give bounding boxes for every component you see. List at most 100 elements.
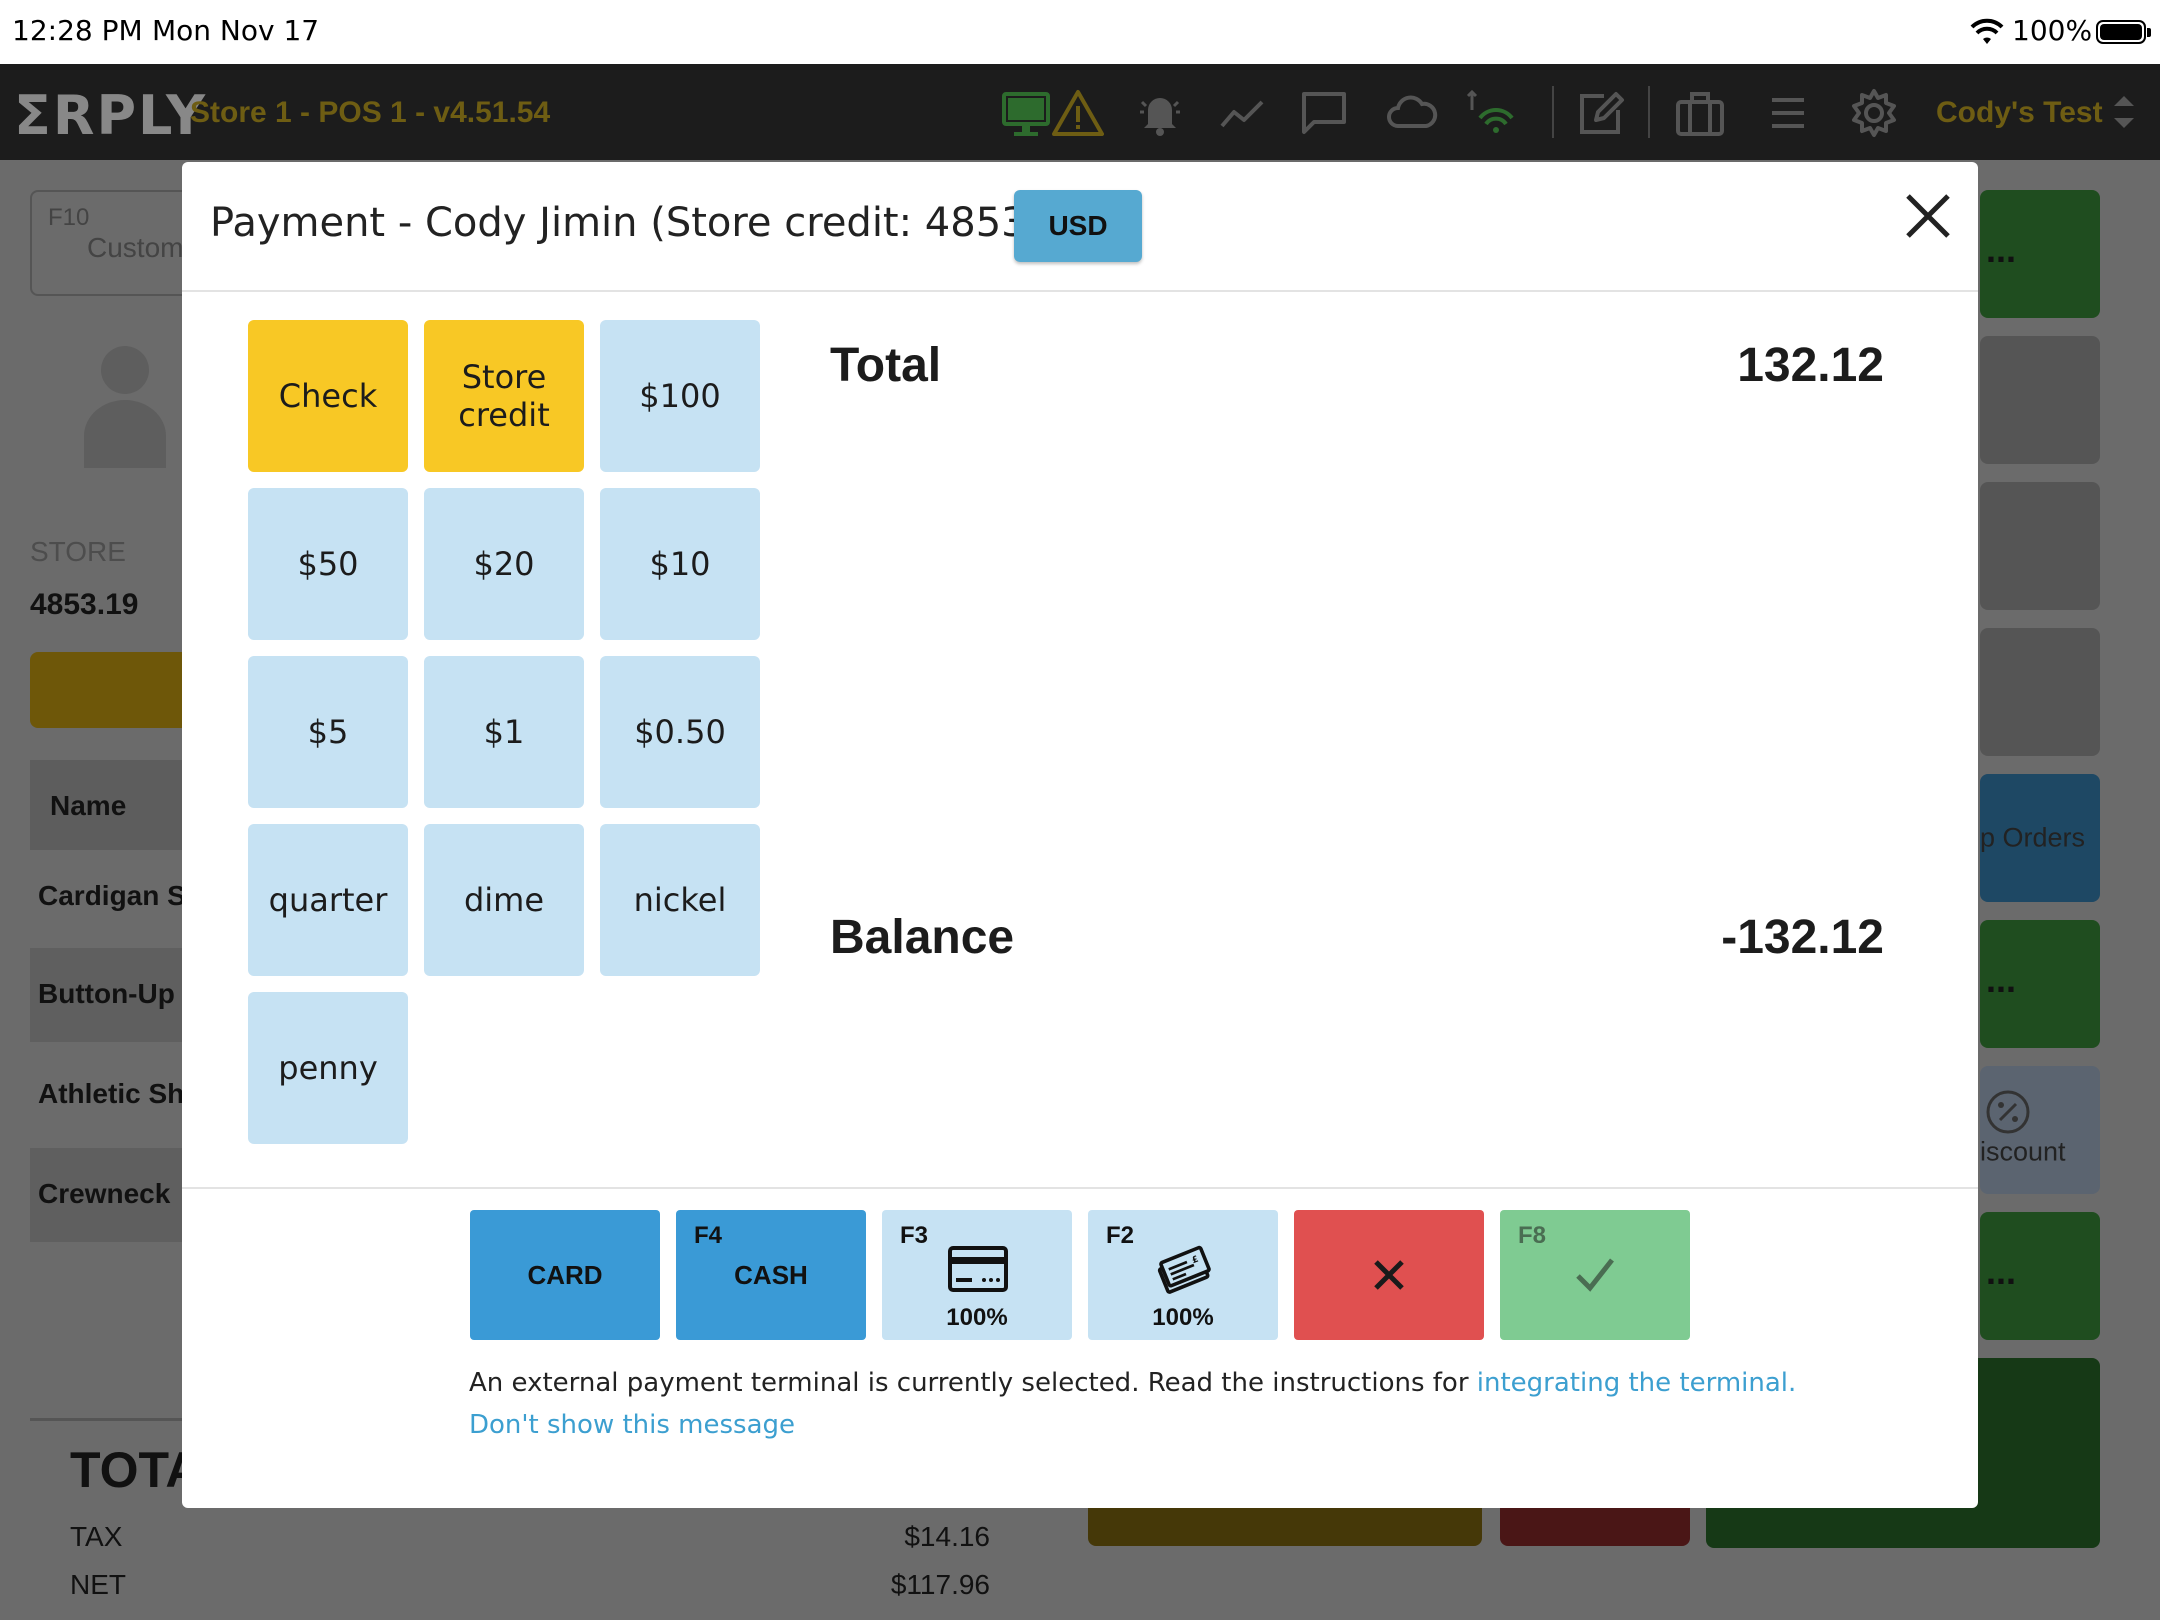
table-row[interactable]: Cardigan S [30,850,200,944]
balance-value: -132.12 [1721,911,1884,964]
store-credit-button[interactable]: Store credit [424,320,584,472]
table-row[interactable]: Athletic Sh [30,1048,200,1142]
store-info: Store 1 - POS 1 - v4.51.54 [190,96,551,129]
table-row[interactable]: Crewneck [30,1148,200,1242]
modal-divider [182,1187,1978,1189]
side-action-button[interactable]: ... [1980,1212,2100,1340]
cash-fkey: F4 [694,1222,723,1249]
percent-icon [1984,1088,2032,1136]
check-full-fkey: F2 [1106,1222,1135,1249]
amount-1-button[interactable]: $1 [424,656,584,808]
info-text: An external payment terminal is currentl… [469,1368,1477,1398]
side-action-button[interactable] [1980,628,2100,756]
customer-action-button[interactable] [30,652,190,728]
column-name: Name [50,790,127,821]
terminal-info-message: An external payment terminal is currentl… [469,1368,1796,1398]
trend-icon[interactable] [1216,88,1268,138]
nickel-button[interactable]: nickel [600,824,760,976]
wifi-icon [1970,18,2004,46]
quarter-button[interactable]: quarter [248,824,408,976]
tax-label: TAX [70,1521,123,1552]
header-divider [1552,86,1554,138]
modal-title: Payment - Cody Jimin (Store credit: 4853… [210,200,1106,246]
cloud-icon[interactable] [1386,88,1438,138]
cancel-payment-button[interactable] [1294,1210,1484,1340]
cash-label: CASH [734,1260,808,1290]
card-full-payment-button[interactable]: F3 100% [882,1210,1072,1340]
dime-button[interactable]: dime [424,824,584,976]
more-icon: ... [1986,1250,2017,1292]
balance-label: Balance [830,911,1015,964]
amount-5-button[interactable]: $5 [248,656,408,808]
side-action-button[interactable] [1980,336,2100,464]
header-divider [1648,86,1650,138]
check-button[interactable]: Check [248,320,408,472]
dont-show-message-link[interactable]: Don't show this message [469,1410,796,1440]
customer-search-box[interactable]: F10 Custom [30,190,210,296]
warning-icon[interactable] [1052,88,1104,138]
account-caret-icon[interactable] [2110,90,2138,134]
check-ticket-icon: £ [1152,1244,1216,1294]
monitor-icon[interactable] [1000,88,1052,138]
briefcase-icon[interactable] [1674,88,1726,138]
discount-button[interactable]: iscount [1980,1066,2100,1194]
svg-text:£: £ [1191,1255,1200,1267]
confirm-fkey: F8 [1518,1222,1547,1249]
check-full-percent: 100% [1152,1304,1214,1331]
payment-modal: Payment - Cody Jimin (Store credit: 4853… [182,162,1978,1508]
bell-icon[interactable] [1134,88,1186,138]
cash-button[interactable]: F4 CASH [676,1210,866,1340]
x-icon [1362,1248,1416,1302]
currency-button[interactable]: USD [1014,190,1142,262]
card-full-percent: 100% [946,1304,1008,1331]
customer-label: Custom [87,232,184,263]
card-full-fkey: F3 [900,1222,929,1249]
credit-card-icon [946,1244,1010,1294]
account-name[interactable]: Cody's Test [1936,96,2103,129]
net-value: $117.96 [890,1569,990,1600]
amount-050-button[interactable]: $0.50 [600,656,760,808]
menu-icon[interactable] [1762,88,1814,138]
amount-50-button[interactable]: $50 [248,488,408,640]
edit-icon[interactable] [1574,88,1626,138]
row-name: Crewneck [38,1178,171,1209]
total-value: 132.12 [1737,339,1884,392]
orders-button[interactable]: p Orders [1980,774,2100,902]
row-name: Athletic Sh [38,1078,185,1109]
status-time: 12:28 PM [12,14,143,47]
store-credit-value: 4853.19 [30,588,139,621]
row-name: Cardigan S [38,880,186,911]
side-action-button[interactable] [1980,482,2100,610]
chat-icon[interactable] [1298,88,1350,138]
check-full-payment-button[interactable]: F2 £ 100% [1088,1210,1278,1340]
penny-button[interactable]: penny [248,992,408,1144]
table-row[interactable]: Button-Up I [30,948,200,1042]
side-action-button[interactable]: ... [1980,920,2100,1048]
discount-label: iscount [1980,1136,2066,1167]
more-icon: ... [1986,958,2017,1000]
card-label: CARD [527,1260,603,1290]
gear-icon[interactable] [1848,88,1900,138]
confirm-payment-button[interactable]: F8 [1500,1210,1690,1340]
ios-status-bar: 12:28 PM Mon Nov 17 100% [0,0,2160,64]
total-label: Total [830,339,942,392]
row-name: Button-Up I [38,978,191,1009]
customer-fkey: F10 [48,204,90,231]
amount-100-button[interactable]: $100 [600,320,760,472]
customer-avatar-icon [80,340,170,470]
side-action-button[interactable]: ... [1980,190,2100,318]
amount-10-button[interactable]: $10 [600,488,760,640]
amount-20-button[interactable]: $20 [424,488,584,640]
checkmark-icon [1568,1248,1622,1302]
table-header: Name [30,760,200,850]
integrating-terminal-link[interactable]: integrating the terminal. [1476,1368,1797,1398]
modal-header: Payment - Cody Jimin (Store credit: 4853… [182,162,1978,292]
erply-logo: ΣRPLY [14,84,208,147]
battery-percent: 100% [2012,14,2093,47]
tax-value: $14.16 [904,1521,990,1552]
signal-icon[interactable] [1466,88,1518,138]
total-label: TOTA [70,1442,202,1498]
card-button[interactable]: CARD [470,1210,660,1340]
close-icon[interactable] [1902,190,1954,242]
orders-label: p Orders [1980,822,2086,853]
